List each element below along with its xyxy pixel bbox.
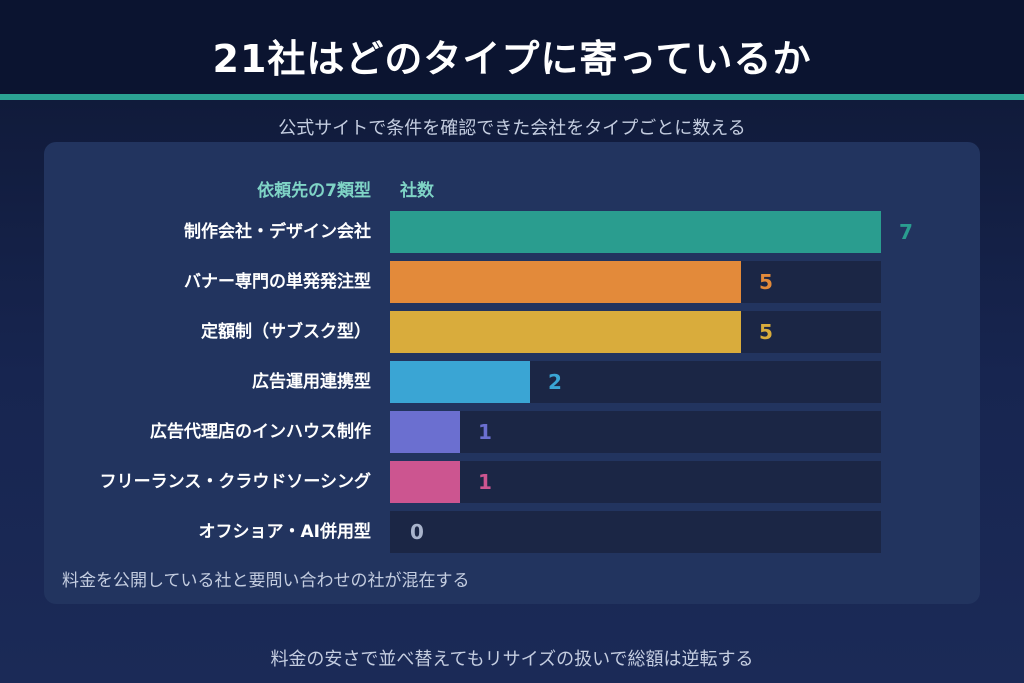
category-label: フリーランス・クラウドソーシング xyxy=(99,472,371,492)
bar-row: バナー専門の単発発注型 5 xyxy=(0,260,1024,304)
category-label: 広告代理店のインハウス制作 xyxy=(150,422,371,442)
value-label: 2 xyxy=(548,370,562,394)
bar xyxy=(390,361,530,403)
value-label: 1 xyxy=(478,420,492,444)
value-label: 5 xyxy=(759,320,773,344)
bar xyxy=(390,461,460,503)
bar-row: フリーランス・クラウドソーシング 1 xyxy=(0,460,1024,504)
header xyxy=(0,0,1024,94)
bar-track xyxy=(390,461,881,503)
chart-footnote: 料金を公開している社と要問い合わせの社が混在する xyxy=(62,571,470,591)
bar xyxy=(390,411,460,453)
bar-row: 定額制（サブスク型） 5 xyxy=(0,310,1024,354)
bar-track xyxy=(390,511,881,553)
bar-row: 広告運用連携型 2 xyxy=(0,360,1024,404)
bar xyxy=(390,211,881,253)
bar xyxy=(390,261,741,303)
page-subtitle: 公式サイトで条件を確認できた会社をタイプごとに数える xyxy=(278,118,746,139)
bottom-note: 料金の安さで並べ替えてもリサイズの扱いで総額は逆転する xyxy=(270,649,754,670)
category-label: 広告運用連携型 xyxy=(252,372,371,392)
bar xyxy=(390,311,741,353)
bar-row: 広告代理店のインハウス制作 1 xyxy=(0,410,1024,454)
value-label: 7 xyxy=(899,220,913,244)
accent-divider xyxy=(0,94,1024,100)
value-label: 1 xyxy=(478,470,492,494)
count-column-header: 社数 xyxy=(400,181,434,201)
category-label: バナー専門の単発発注型 xyxy=(184,272,371,292)
bar-row: 制作会社・デザイン会社 7 xyxy=(0,210,1024,254)
category-label: 制作会社・デザイン会社 xyxy=(184,222,371,242)
bar-track xyxy=(390,411,881,453)
value-label: 0 xyxy=(410,520,424,544)
category-label: 定額制（サブスク型） xyxy=(201,322,371,342)
value-label: 5 xyxy=(759,270,773,294)
bar-row: オフショア・AI併用型 0 xyxy=(0,510,1024,554)
category-label: オフショア・AI併用型 xyxy=(198,522,371,542)
category-column-header: 依頼先の7類型 xyxy=(257,181,371,201)
page-title: 21社はどのタイプに寄っているか xyxy=(212,37,812,81)
